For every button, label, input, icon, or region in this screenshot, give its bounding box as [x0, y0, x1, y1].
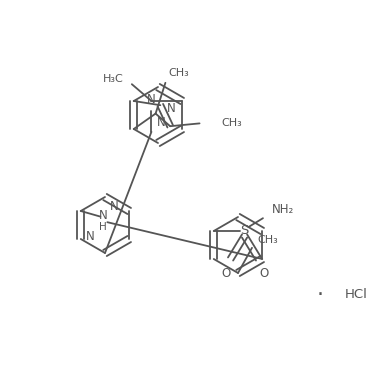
Text: H₃C: H₃C [103, 74, 124, 84]
Text: CH₃: CH₃ [168, 68, 189, 78]
Text: H: H [99, 222, 107, 233]
Text: N: N [99, 209, 108, 222]
Text: O: O [221, 267, 230, 280]
Text: S: S [241, 225, 249, 238]
Text: N: N [157, 116, 165, 129]
Text: CH₃: CH₃ [222, 119, 242, 128]
Text: N: N [147, 93, 156, 106]
Text: NH₂: NH₂ [272, 203, 294, 216]
Text: HCl: HCl [345, 288, 368, 301]
Text: N: N [110, 200, 119, 213]
Text: O: O [259, 267, 268, 280]
Text: N: N [86, 230, 95, 242]
Text: ·: · [317, 285, 323, 305]
Text: N: N [167, 102, 176, 115]
Text: CH₃: CH₃ [257, 235, 278, 245]
